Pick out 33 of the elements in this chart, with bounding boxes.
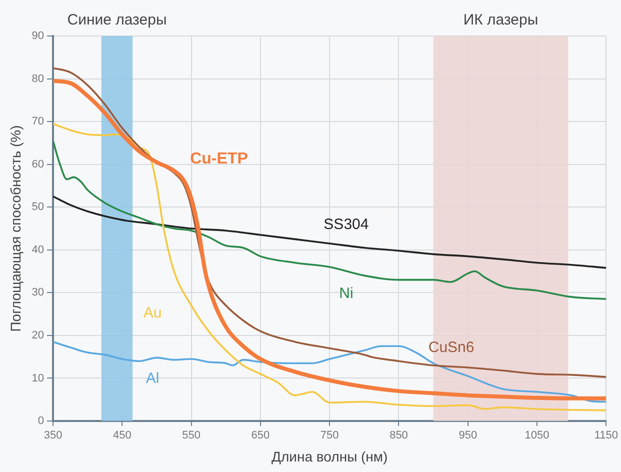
- series-label: CuSn6: [428, 338, 474, 356]
- x-tick-label: 1150: [594, 430, 618, 442]
- y-tick-label: 70: [32, 116, 44, 128]
- x-tick-label: 550: [182, 430, 200, 442]
- x-axis-title: Длина волны (нм): [272, 448, 388, 464]
- band-label: Синие лазеры: [67, 12, 167, 29]
- series-label: Al: [146, 370, 160, 387]
- y-tick-label: 30: [32, 286, 44, 299]
- band-label: ИК лазеры: [463, 12, 538, 29]
- series-label: Au: [143, 304, 162, 322]
- x-tick-label: 350: [44, 430, 62, 442]
- y-tick-label: 20: [32, 329, 44, 342]
- x-tick-label: 850: [390, 430, 408, 442]
- y-tick-label: 90: [32, 30, 44, 42]
- line-series: [53, 122, 606, 412]
- series-label: Ni: [339, 285, 354, 302]
- x-tick-label: 950: [458, 430, 478, 442]
- y-tick-label: 40: [32, 244, 44, 256]
- y-tick-label: 10: [32, 372, 44, 384]
- y-axis-title: Поглощающая способность (%): [7, 125, 24, 332]
- line-series: [53, 340, 606, 403]
- y-tick-label: 80: [32, 72, 44, 85]
- y-tick-label: 50: [32, 201, 44, 214]
- y-tick-label: 60: [32, 158, 44, 170]
- y-tick-label: 0: [38, 415, 44, 428]
- series-label: SS304: [324, 216, 369, 233]
- series-label: Cu-ETP: [190, 150, 248, 168]
- line-series: [53, 140, 606, 300]
- x-tick-label: 650: [251, 430, 270, 442]
- x-tick-label: 1050: [524, 430, 550, 442]
- line-series: [53, 196, 606, 269]
- x-tick-label: 750: [320, 430, 339, 442]
- x-tick-label: 450: [113, 430, 132, 442]
